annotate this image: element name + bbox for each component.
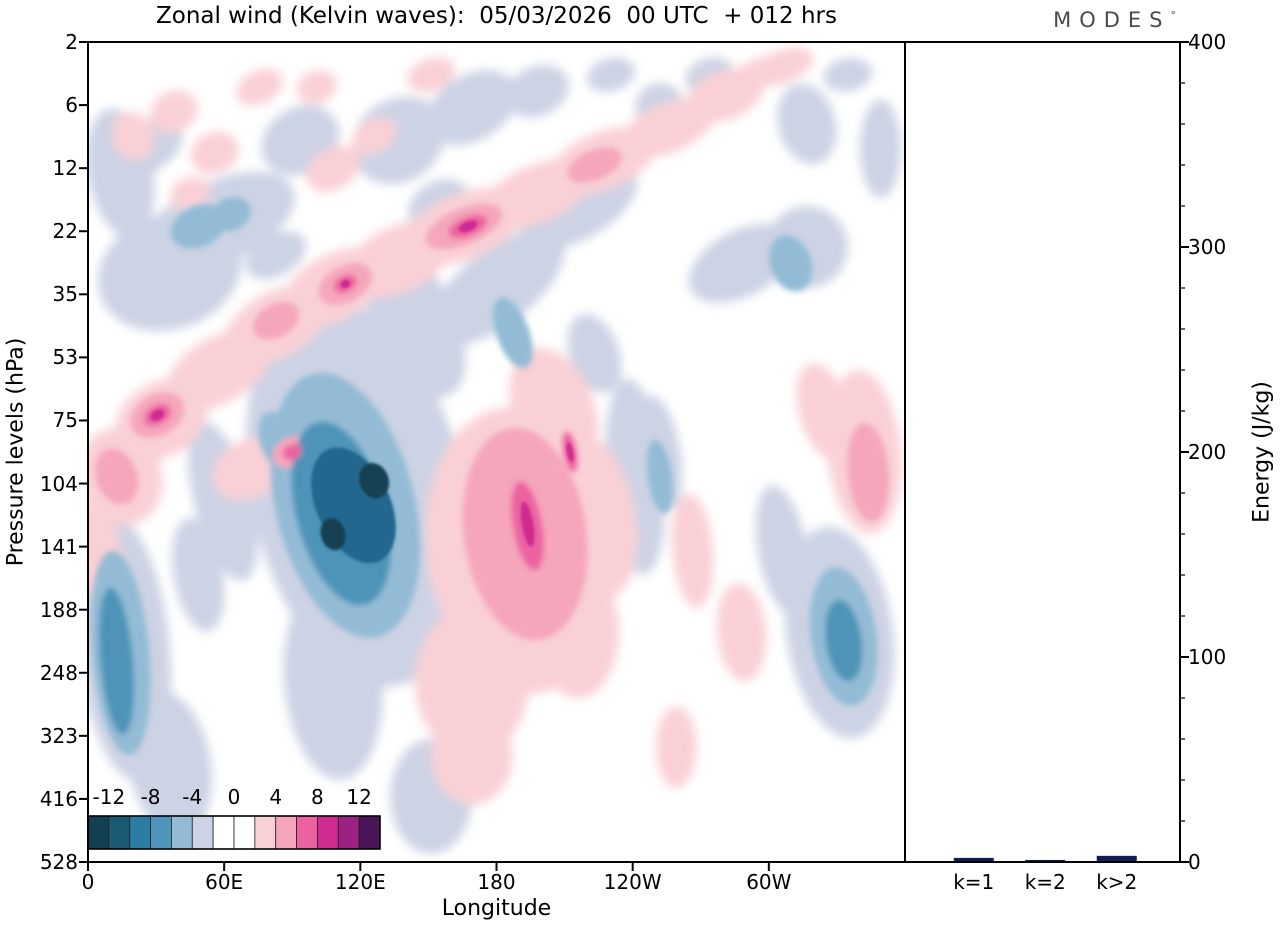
pressure-tick-label: 22 bbox=[52, 219, 78, 244]
pressure-tick-label: 12 bbox=[52, 156, 78, 181]
wavenumber-label: k=2 bbox=[1024, 870, 1066, 894]
pressure-tick-label: 528 bbox=[39, 850, 78, 874]
energy-tick-label: 100 bbox=[1188, 645, 1227, 669]
colorbar-tick-label: -4 bbox=[182, 785, 203, 809]
longitude-tick-label: 60W bbox=[746, 870, 792, 894]
wavenumber-label: k=1 bbox=[953, 870, 995, 894]
pressure-tick-label: 6 bbox=[65, 93, 78, 118]
energy-tick-label: 200 bbox=[1188, 440, 1227, 464]
longitude-tick-label: 60E bbox=[205, 870, 244, 894]
chart-title: Zonal wind (Kelvin waves): 05/03/2026 00… bbox=[155, 3, 837, 29]
pressure-tick-label: 416 bbox=[39, 786, 78, 811]
pressure-tick-label: 141 bbox=[39, 534, 78, 559]
modes-logo: MODES° bbox=[1053, 8, 1176, 32]
pressure-tick-label: 188 bbox=[39, 597, 78, 622]
colorbar-tick-label: -8 bbox=[140, 785, 161, 809]
longitude-tick-label: 120W bbox=[603, 870, 662, 894]
pressure-tick-label: 2 bbox=[65, 30, 78, 54]
colorbar-tick-label: 12 bbox=[346, 785, 372, 809]
wavenumber-label: k>2 bbox=[1096, 870, 1138, 894]
energy-tick-label: 400 bbox=[1188, 30, 1227, 54]
longitude-axis-label: Longitude bbox=[441, 896, 552, 921]
modes-logo-text: MODES bbox=[1053, 8, 1171, 32]
pressure-tick-label: 75 bbox=[52, 408, 78, 433]
colorbar-tick-label: -12 bbox=[92, 785, 126, 809]
pressure-tick-label: 248 bbox=[39, 660, 78, 685]
pressure-tick-label: 104 bbox=[39, 471, 78, 496]
longitude-tick-label: 120E bbox=[334, 870, 386, 894]
pressure-tick-label: 35 bbox=[52, 282, 78, 307]
colorbar-tick-label: 8 bbox=[311, 785, 324, 809]
modes-logo-mark: ° bbox=[1170, 9, 1177, 22]
colorbar-tick-label: 0 bbox=[227, 785, 241, 809]
colorbar-tick-label: 4 bbox=[269, 785, 283, 809]
longitude-tick-label: 180 bbox=[477, 870, 516, 894]
pressure-tick-label: 53 bbox=[52, 345, 78, 370]
pressure-axis-label: Pressure levels (hPa) bbox=[3, 337, 29, 567]
pressure-tick-label: 323 bbox=[39, 723, 78, 748]
energy-tick-label: 0 bbox=[1188, 850, 1201, 874]
energy-tick-label: 300 bbox=[1188, 235, 1227, 259]
longitude-tick-label: 0 bbox=[81, 870, 95, 894]
